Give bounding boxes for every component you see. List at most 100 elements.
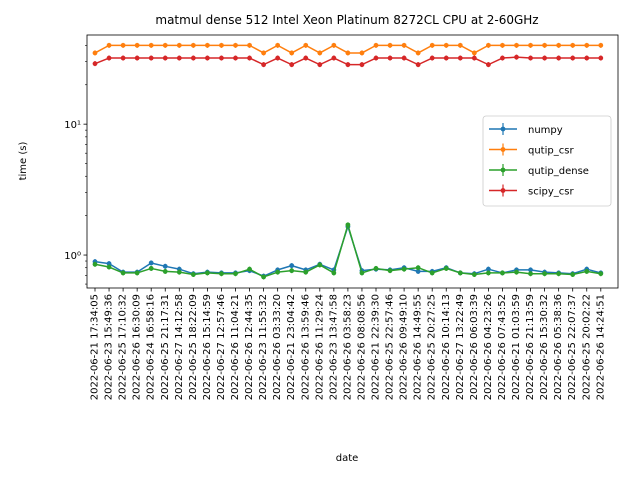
data-point (205, 42, 210, 48)
data-point (598, 42, 604, 48)
x-tick-label: 2022-06-26 12:44:35 (244, 294, 255, 400)
data-point (584, 268, 590, 274)
data-point (106, 264, 112, 270)
x-tick-label: 2022-06-26 16:30:09 (132, 294, 143, 400)
data-point (275, 269, 281, 275)
x-tick-label: 2022-06-25 20:27:25 (427, 294, 438, 400)
x-tick-label: 2022-06-26 11:04:21 (230, 294, 241, 400)
x-tick-label: 2022-06-26 11:29:24 (314, 294, 325, 400)
data-point (500, 270, 505, 276)
x-tick-label: 2022-06-23 13:47:58 (328, 294, 339, 400)
data-point (457, 270, 463, 276)
data-point (359, 270, 365, 276)
data-point (176, 55, 182, 61)
series-qutip_csr (92, 42, 604, 56)
data-point (92, 261, 98, 267)
x-tick-label: 2022-06-25 21:17:31 (160, 294, 171, 400)
x-tick-label: 2022-06-26 14:24:51 (595, 294, 606, 400)
data-point (261, 274, 266, 280)
data-point (303, 55, 309, 61)
legend-box (482, 115, 612, 207)
data-point (148, 266, 154, 271)
series-qutip_dense (92, 222, 604, 280)
data-point (401, 42, 407, 48)
x-tick-label: 2022-06-25 18:22:09 (188, 294, 199, 400)
data-point (415, 62, 421, 68)
legend-label: scipy_csr (528, 187, 574, 198)
series-scipy_csr (92, 54, 604, 68)
series-group (92, 42, 604, 280)
data-point (134, 270, 140, 276)
data-point (92, 50, 98, 56)
data-point (387, 268, 393, 274)
legend-label: qutip_csr (528, 146, 574, 157)
legend: numpy qutip_csr qutip_dense scipy_csr (482, 115, 612, 207)
x-tick-label: 2022-06-27 14:12:58 (174, 294, 185, 400)
data-point (275, 55, 281, 61)
data-point (134, 55, 140, 61)
x-tick-label: 2022-06-23 15:49:36 (104, 294, 115, 400)
legend-marker (500, 188, 506, 193)
data-point (471, 55, 477, 61)
data-point (359, 50, 365, 56)
data-point (471, 272, 477, 277)
data-point (556, 271, 562, 277)
data-point (542, 42, 547, 48)
data-point (401, 55, 407, 61)
legend-item-scipy_csr: scipy_csr (489, 184, 574, 198)
data-point (106, 261, 112, 267)
legend-item-qutip_dense: qutip_dense (489, 164, 589, 177)
data-point (205, 270, 210, 276)
data-point (457, 55, 463, 61)
x-tick-label: 2022-06-26 09:49:10 (399, 294, 410, 400)
data-point (514, 269, 519, 275)
x-tick-label: 2022-06-26 03:33:20 (272, 294, 283, 400)
data-point (233, 271, 238, 277)
data-point (162, 55, 168, 61)
data-point (106, 55, 112, 61)
data-point (162, 42, 168, 48)
data-point (373, 42, 379, 48)
data-point (556, 42, 562, 48)
x-axis-label: date (336, 453, 359, 464)
data-point (373, 55, 379, 61)
data-point (528, 271, 533, 277)
data-point (528, 267, 533, 273)
plot-frame (86, 34, 619, 289)
x-tick-label: 2022-06-21 17:34:05 (90, 294, 101, 400)
legend-marker (500, 167, 506, 173)
data-point (233, 42, 238, 48)
data-point (289, 263, 295, 269)
data-point (373, 266, 379, 271)
data-point (247, 266, 252, 272)
x-tick-label: 2022-06-27 13:22:49 (455, 294, 466, 400)
data-point (219, 55, 224, 61)
data-point (514, 42, 519, 48)
data-point (190, 272, 196, 277)
x-tick-label: 2022-06-21 01:03:59 (511, 294, 522, 400)
data-point (247, 55, 252, 61)
y-axis-label: time (s) (18, 142, 29, 181)
data-point (570, 55, 576, 61)
data-point (303, 42, 309, 48)
data-point (500, 55, 505, 61)
x-tick-label: 2022-06-24 16:58:16 (146, 294, 157, 400)
legend-marker (500, 147, 506, 152)
data-point (275, 42, 281, 48)
data-point (387, 55, 393, 61)
data-point (345, 62, 351, 68)
data-point (190, 42, 196, 48)
data-point (359, 62, 365, 68)
y-tick-label: 10⁰ (64, 251, 81, 262)
data-point (120, 55, 126, 61)
data-point (556, 55, 562, 61)
data-point (289, 268, 295, 274)
data-point (598, 271, 604, 277)
legend-item-numpy: numpy (489, 123, 563, 136)
legend-marker (500, 126, 506, 132)
data-point (148, 55, 154, 61)
data-point (317, 50, 323, 56)
data-point (598, 55, 604, 61)
